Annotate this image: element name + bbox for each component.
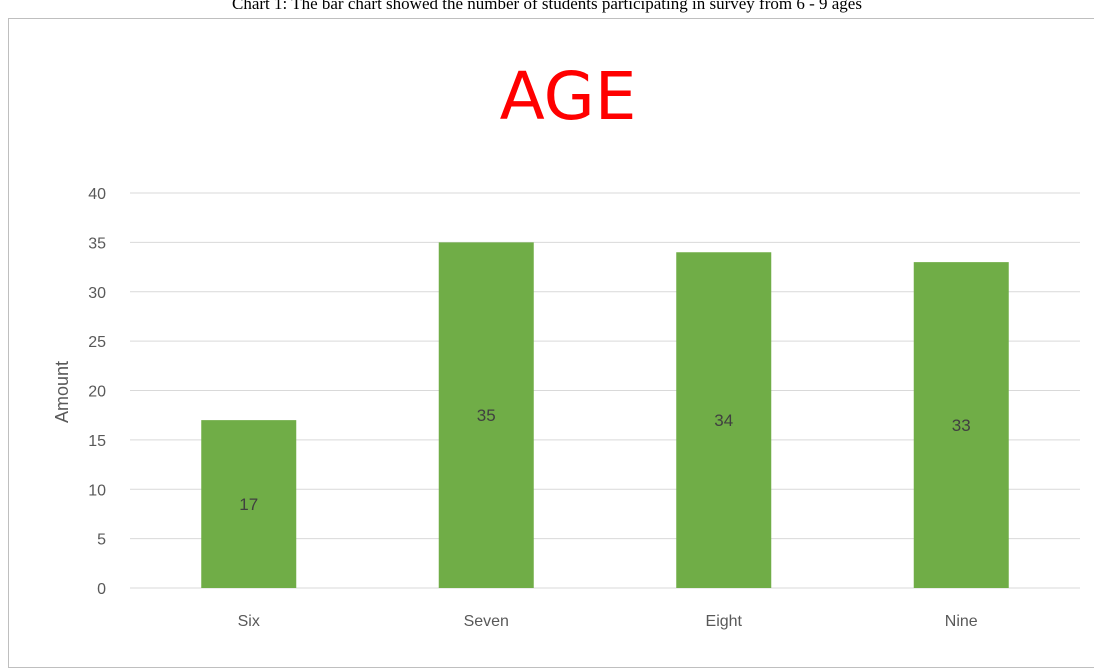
bar [201,420,297,588]
y-tick-label: 10 [88,482,106,499]
y-tick-label: 0 [97,581,106,598]
y-tick-label: 40 [88,186,106,203]
y-axis-label: Amount [52,361,72,423]
data-labels: 17 35 34 33 [239,406,970,514]
figure-caption: Chart 1: The bar chart showed the number… [232,0,862,13]
data-label: 35 [477,406,496,425]
y-tick-label: 15 [88,433,106,450]
chart-title: AGE [500,58,637,135]
y-tick-label: 25 [88,334,106,351]
data-label: 33 [952,416,971,435]
x-tick-label: Nine [945,613,978,630]
y-tick-label: 5 [97,532,106,549]
bar [438,242,534,588]
bar [913,262,1009,588]
y-tick-label: 35 [88,235,106,252]
data-label: 34 [714,411,733,430]
x-axis-ticks: Six Seven Eight Nine [238,613,978,630]
data-label: 17 [239,495,258,514]
y-tick-label: 30 [88,285,106,302]
y-axis-ticks: 0 5 10 15 20 25 30 35 40 [88,186,106,598]
bar-chart: AGE Amount 0 5 10 15 20 25 30 35 40 Six Seven Eigh… [52,58,1080,630]
y-tick-label: 20 [88,384,106,401]
x-tick-label: Seven [464,613,509,630]
x-tick-label: Eight [706,613,743,630]
bar [676,252,772,588]
x-tick-label: Six [238,613,260,630]
bars [201,242,1009,588]
